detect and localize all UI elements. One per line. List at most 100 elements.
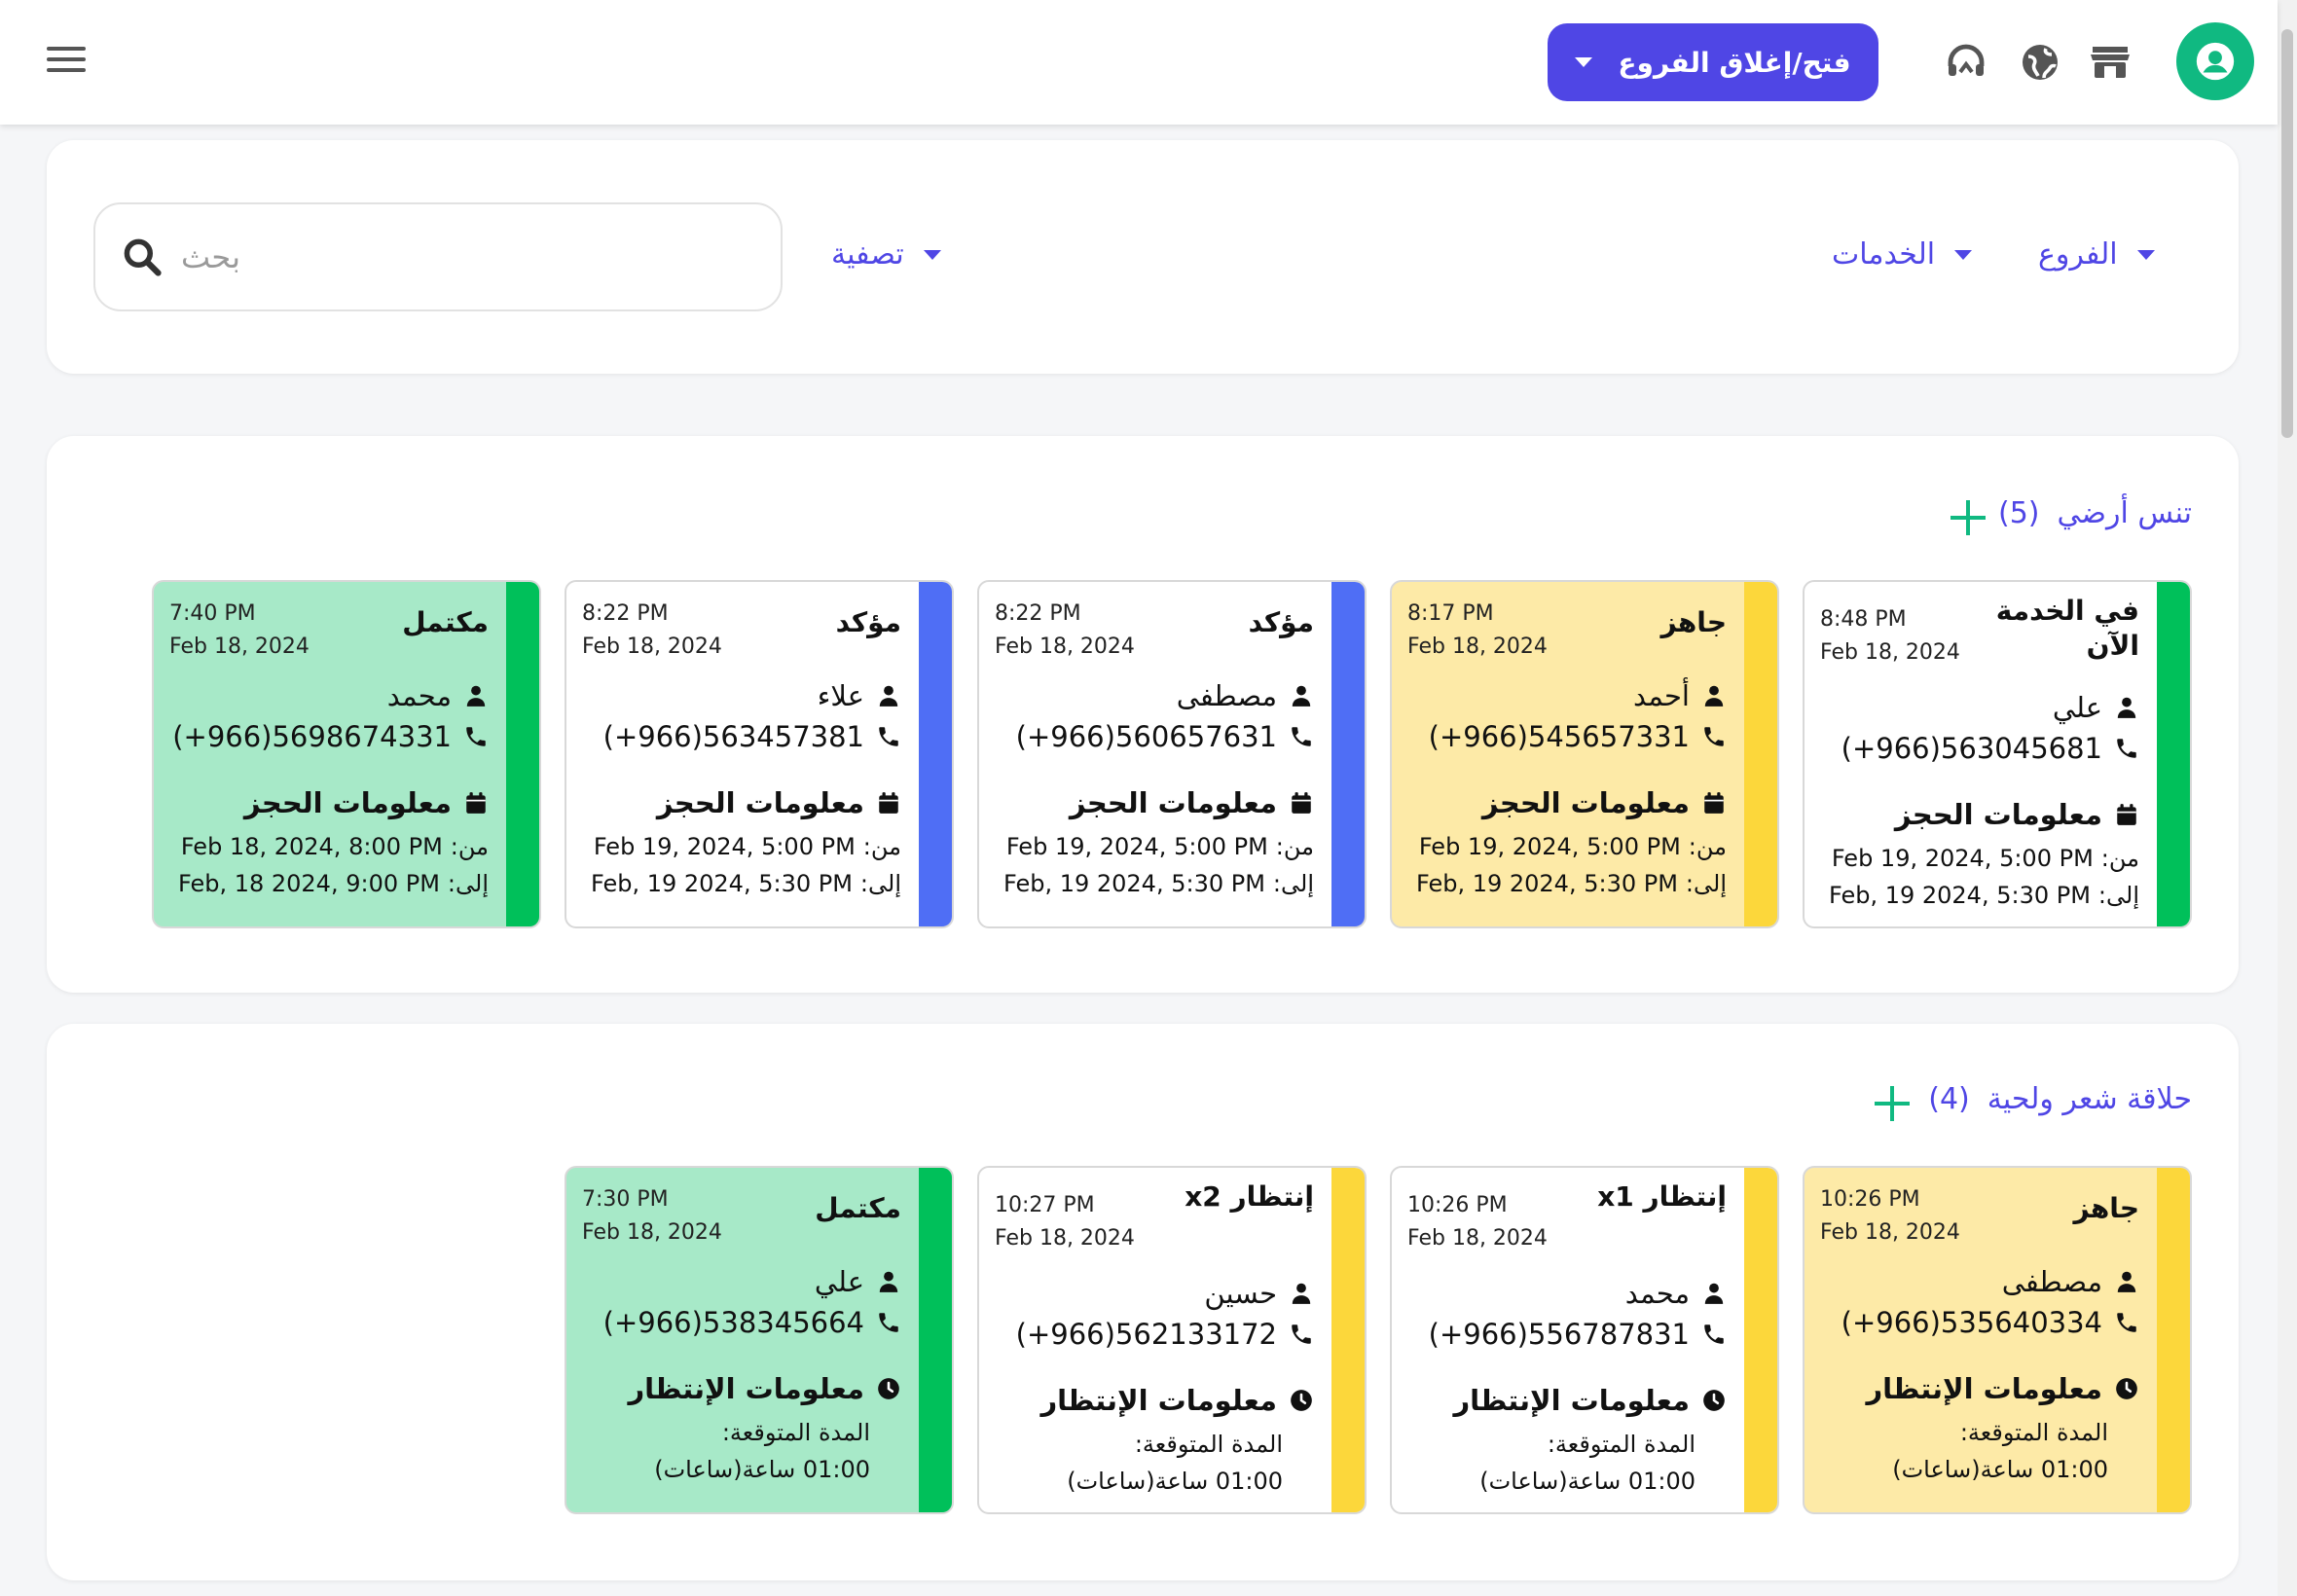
booking-info-heading: معلومات الحجز <box>1070 786 1314 819</box>
from-label: من: <box>1688 833 1727 860</box>
branch-toggle-button[interactable]: فتح/إغلاق الفروع <box>1548 23 1878 101</box>
branches-label: الفروع <box>2038 237 2118 272</box>
info-heading-text: معلومات الإنتظار <box>1866 1372 2102 1405</box>
customer-phone-text: (+966)563045681 <box>1841 732 2102 765</box>
customer-name: علي <box>815 1265 901 1298</box>
ticket-card[interactable]: مكتمل 7:40 PM Feb 18, 2024 محمد (+966)569867… <box>152 580 541 928</box>
customer-phone: (+966)563045681 <box>1841 732 2139 765</box>
booking-from: من:Feb 19, 2024, 5:00 PM <box>1832 845 2139 872</box>
customer-phone-text: (+966)562133172 <box>1015 1318 1277 1351</box>
status-stripe <box>919 1168 952 1512</box>
headset-icon[interactable] <box>1943 39 1989 86</box>
menu-icon[interactable] <box>47 47 86 78</box>
store-icon[interactable] <box>2087 39 2133 86</box>
from-label: من: <box>1275 833 1314 860</box>
booking-to: إلى:Feb, 19 2024, 5:30 PM <box>1003 870 1314 897</box>
to-value: Feb, 18 2024, 9:00 PM <box>177 870 440 897</box>
ticket-time: 7:30 PM <box>582 1187 669 1212</box>
from-value: Feb 19, 2024, 5:00 PM <box>1831 845 2094 872</box>
customer-name-text: علي <box>814 1265 864 1298</box>
add-queue-icon[interactable] <box>1875 1086 1910 1121</box>
ticket-date: Feb 18, 2024 <box>582 1220 722 1245</box>
search-input[interactable]: بحث <box>93 202 783 311</box>
from-value: Feb 18, 2024, 8:00 PM <box>180 833 443 860</box>
calendar-icon <box>1292 792 1311 814</box>
clock-icon <box>1703 1390 1725 1411</box>
status-stripe <box>1331 582 1365 926</box>
scrollbar[interactable] <box>2278 0 2297 1596</box>
booking-to: إلى:Feb, 19 2024, 5:30 PM <box>591 870 901 897</box>
scrollbar-thumb[interactable] <box>2281 29 2293 438</box>
ticket-status: إنتظار x1 <box>1597 1180 1727 1213</box>
chevron-down-icon <box>1954 249 1973 260</box>
ticket-status: مكتمل <box>815 1192 901 1224</box>
globe-icon[interactable] <box>2017 39 2063 86</box>
ticket-time: 8:17 PM <box>1407 601 1494 626</box>
customer-phone: (+966)545657331 <box>1429 720 1727 753</box>
ticket-timestamp: 10:27 PM Feb 18, 2024 <box>995 1189 1135 1255</box>
status-stripe <box>919 582 952 926</box>
booking-info-heading: معلومات الحجز <box>244 786 489 819</box>
customer-name: حسين <box>1204 1277 1314 1310</box>
section-count: (4) <box>1928 1082 1970 1116</box>
services-dropdown[interactable]: الخدمات <box>1832 237 1973 272</box>
from-value: Feb 19, 2024, 5:00 PM <box>1005 833 1268 860</box>
calendar-icon <box>466 792 486 814</box>
ticket-card[interactable]: جاهز 10:26 PM Feb 18, 2024 مصطفى (+966)53564… <box>1803 1166 2192 1514</box>
section-name: تنس أرضي <box>2057 496 2193 530</box>
person-icon <box>2117 697 2136 718</box>
ticket-date: Feb 18, 2024 <box>1407 1226 1548 1251</box>
customer-phone: (+966)560657631 <box>1016 720 1314 753</box>
branches-dropdown[interactable]: الفروع <box>2038 237 2155 272</box>
info-heading-text: معلومات الإنتظار <box>628 1372 864 1405</box>
ticket-timestamp: 10:26 PM Feb 18, 2024 <box>1407 1189 1548 1255</box>
to-value: Feb, 19 2024, 5:30 PM <box>1828 882 2091 909</box>
ticket-card[interactable]: جاهز 8:17 PM Feb 18, 2024 أحمد (+966)5456573… <box>1390 580 1779 928</box>
chevron-down-icon <box>923 249 941 260</box>
customer-name: محمد <box>1625 1277 1727 1310</box>
to-value: Feb, 19 2024, 5:30 PM <box>1003 870 1265 897</box>
from-label: من: <box>862 833 901 860</box>
user-avatar[interactable] <box>2176 22 2254 100</box>
ticket-status: جاهز <box>1660 606 1727 638</box>
ticket-card[interactable]: إنتظار x2 10:27 PM Feb 18, 2024 حسين (+966)5… <box>977 1166 1367 1514</box>
info-heading-text: معلومات الإنتظار <box>1040 1384 1277 1417</box>
expected-duration-label: المدة المتوقعة: <box>1134 1431 1283 1458</box>
ticket-card[interactable]: في الخدمة الآن 8:48 PM Feb 18, 2024 علي (+96… <box>1803 580 2192 928</box>
customer-phone-text: (+966)545657331 <box>1428 720 1690 753</box>
filter-dropdown[interactable]: تصفية <box>831 237 941 272</box>
customer-name: أحمد <box>1633 679 1727 712</box>
ticket-timestamp: 7:30 PM Feb 18, 2024 <box>582 1183 722 1250</box>
ticket-timestamp: 7:40 PM Feb 18, 2024 <box>169 598 310 664</box>
ticket-card[interactable]: مؤكد 8:22 PM Feb 18, 2024 مصطفى (+966)560657… <box>977 580 1367 928</box>
ticket-status: جاهز <box>2073 1192 2139 1224</box>
customer-phone: (+966)535640334 <box>1841 1306 2139 1339</box>
info-heading-text: معلومات الحجز <box>1481 786 1690 819</box>
phone-icon <box>879 1313 898 1332</box>
ticket-card[interactable]: إنتظار x1 10:26 PM Feb 18, 2024 محمد (+966)5… <box>1390 1166 1779 1514</box>
ticket-card[interactable]: مؤكد 8:22 PM Feb 18, 2024 علاء (+966)5634573… <box>565 580 954 928</box>
status-stripe <box>2157 1168 2190 1512</box>
status-stripe <box>1744 1168 1777 1512</box>
waiting-info-heading: معلومات الإنتظار <box>1040 1384 1314 1417</box>
person-icon <box>2117 1271 2136 1292</box>
filter-panel: بحث تصفية الخدمات الفروع <box>47 140 2239 374</box>
ticket-card[interactable]: مكتمل 7:30 PM Feb 18, 2024 علي (+966)5383456… <box>565 1166 954 1514</box>
customer-name-text: حسين <box>1204 1277 1277 1310</box>
phone-icon <box>1704 727 1724 746</box>
info-heading-text: معلومات الحجز <box>656 786 864 819</box>
customer-name-text: علاء <box>817 679 864 712</box>
phone-icon <box>466 727 486 746</box>
add-booking-icon[interactable] <box>1951 500 1986 535</box>
customer-phone: (+966)556787831 <box>1429 1318 1727 1351</box>
customer-name-text: أحمد <box>1633 679 1690 712</box>
from-value: Feb 19, 2024, 5:00 PM <box>1418 833 1681 860</box>
customer-name: مصطفى <box>1177 679 1314 712</box>
status-stripe <box>506 582 539 926</box>
expected-duration-value: 01:00 ساعة(ساعات) <box>1892 1456 2108 1483</box>
section-count: (5) <box>1997 496 2040 530</box>
person-icon <box>1292 1283 1311 1304</box>
person-icon <box>879 1271 898 1292</box>
to-label: إلى: <box>859 870 901 897</box>
service-section-haircut: حلاقة شعر ولحية (4) جاهز 10:26 PM Feb 18, … <box>47 1024 2239 1580</box>
